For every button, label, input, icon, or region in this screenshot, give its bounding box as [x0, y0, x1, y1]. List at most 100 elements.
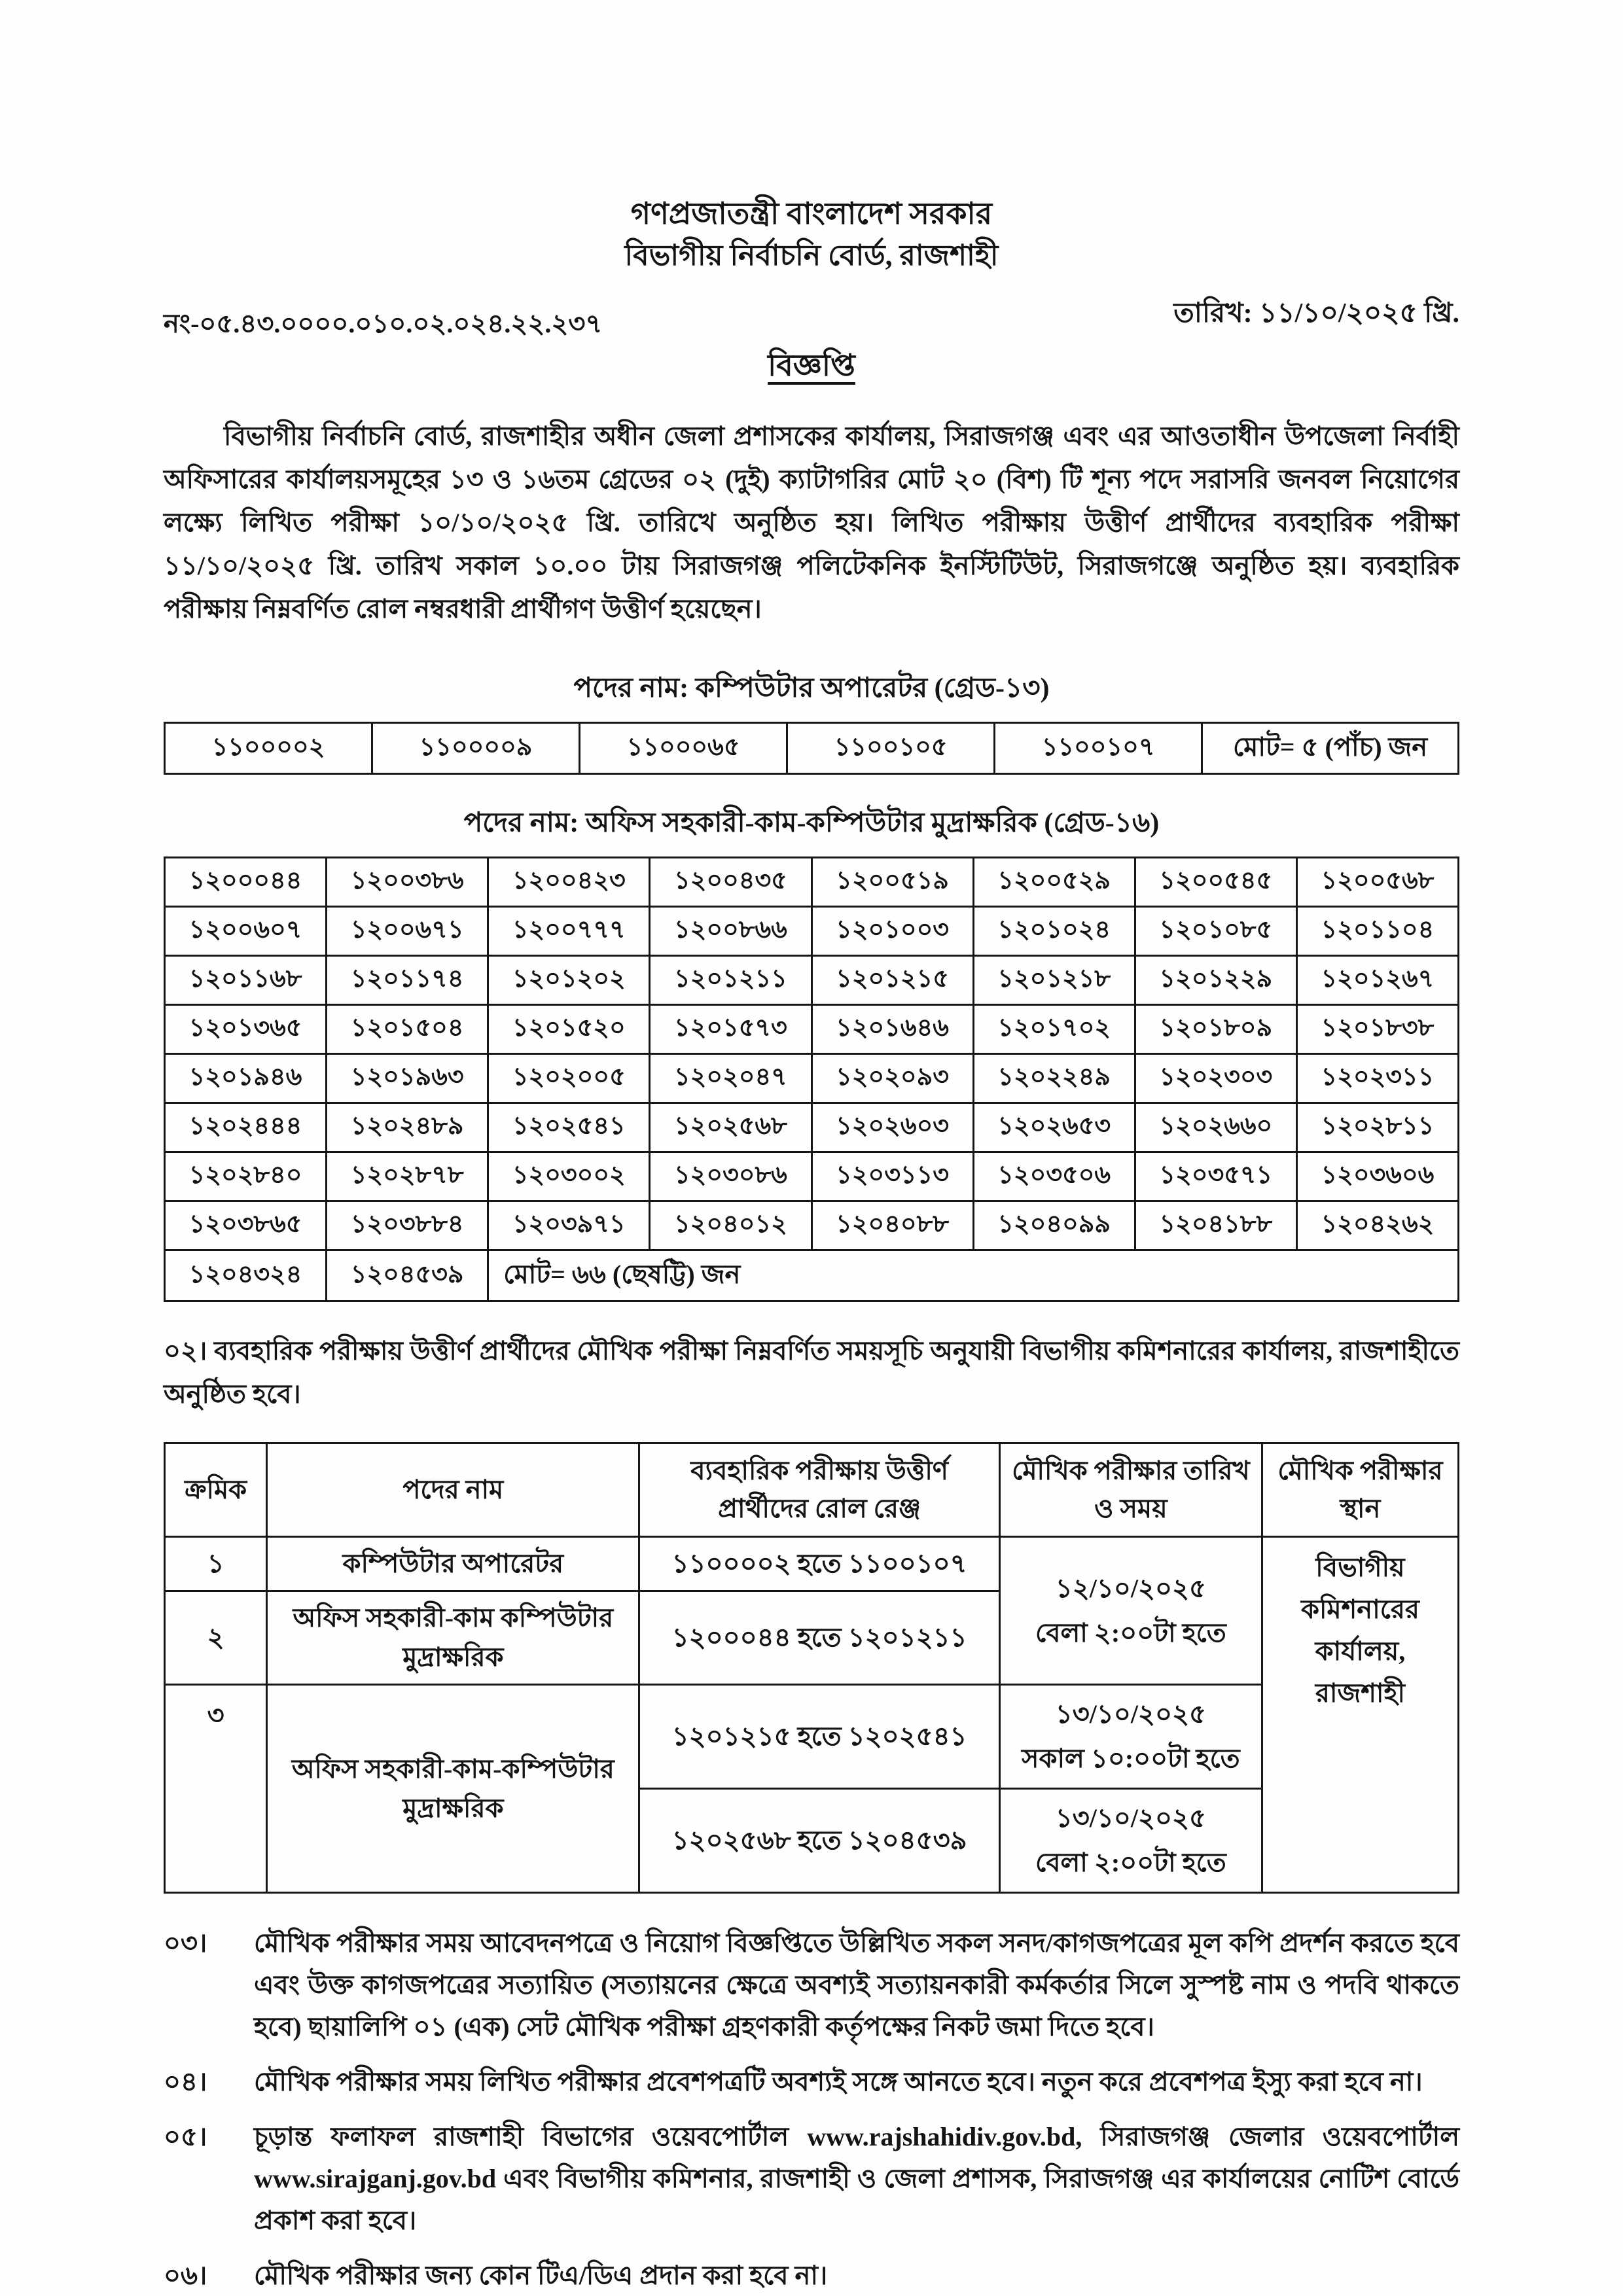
roll-cell: ১২০১২১৮	[972, 955, 1136, 1006]
grade16-table-title: পদের নাম: অফিস সহকারী-কাম-কম্পিউটার মুদ্…	[463, 808, 1160, 839]
roll-cell: ১২০১০২৪	[972, 906, 1136, 957]
roll-cell: ১২০২৬৫৩	[972, 1102, 1136, 1154]
post-name-cell: অফিস সহকারী-কাম-কম্পিউটার মুদ্রাক্ষরিক	[266, 1684, 641, 1894]
roll-cell: ১২০১৫০৪	[325, 1004, 490, 1055]
viva-date: ১৩/১০/২০২৫	[1055, 1803, 1206, 1833]
roll-cell: ১২০০৫৪৫	[1133, 857, 1298, 908]
roll-cell: ১১০০০০২	[163, 722, 374, 775]
roll-cell: ১২০১১০৪	[1295, 906, 1460, 957]
paragraph-02: ০২। ব্যবহারিক পরীক্ষায় উত্তীর্ণ প্রার্থ…	[164, 1336, 1459, 1409]
roll-cell: ১২০৩৮৬৫	[163, 1200, 328, 1252]
viva-time: সকাল ১০:০০টা হতে	[1022, 1744, 1240, 1774]
item-text: চূড়ান্ত ফলাফল রাজশাহী বিভাগের ওয়েবপোর্…	[254, 2122, 1459, 2236]
roll-cell: ১২০১০৮৫	[1133, 906, 1298, 957]
roll-cell: ১২০১২১৫	[810, 955, 974, 1006]
column-header-datetime: মৌখিক পরীক্ষার তারিখ ও সময়	[998, 1442, 1263, 1538]
roll-cell: ১২০১৮০৯	[1133, 1004, 1298, 1055]
roll-cell: ১২০৩০০২	[487, 1151, 651, 1203]
roll-range-cell: ১২০১২১৫ হতে ১২০২৫৪১	[638, 1684, 1001, 1790]
viva-time: বেলা ২:০০টা হতে	[1035, 1848, 1226, 1878]
roll-cell: ১২০৪০৮৮	[810, 1200, 974, 1252]
roll-cell: ১২০২৬৬০	[1133, 1102, 1298, 1154]
roll-cell: ১২০০৪২৩	[487, 857, 651, 908]
item-number: ০৬।	[164, 2261, 207, 2291]
table-row: ১২০২৪৪৪ ১২০২৪৮৯ ১২০২৫৪১ ১২০২৫৬৮ ১২০২৬০৩ ১২০২৬…	[163, 1102, 1460, 1154]
roll-cell: ১২০১১৭৪	[325, 955, 490, 1006]
roll-cell: ১২০১৩৬৫	[163, 1004, 328, 1055]
roll-cell: ১২০১২১১	[649, 955, 813, 1006]
roll-cell: ১২০০৭৭৭	[487, 906, 651, 957]
roll-cell: ১২০২৪৪৪	[163, 1102, 328, 1154]
item-text: মৌখিক পরীক্ষার সময় লিখিত পরীক্ষার প্রবে…	[254, 2067, 1423, 2097]
table-row: ৩ অফিস সহকারী-কাম-কম্পিউটার মুদ্রাক্ষরিক…	[163, 1684, 1459, 1894]
roll-cell: ১২০১৭০২	[972, 1004, 1136, 1055]
table-row: ১২০০৬০৭ ১২০০৬৭১ ১২০০৭৭৭ ১২০০৮৬৬ ১২০১০০৩ ১২০১০…	[163, 906, 1460, 957]
table-row: ২ অফিস সহকারী-কাম কম্পিউটার মুদ্রাক্ষরিক…	[163, 1590, 1459, 1686]
list-item: ০৪। মৌখিক পরীক্ষার সময় লিখিত পরীক্ষার প…	[164, 2061, 1459, 2103]
table-header-row: ক্রমিক পদের নাম ব্যবহারিক পরীক্ষায় উত্ত…	[163, 1442, 1460, 1538]
list-item: ০৬। মৌখিক পরীক্ষার জন্য কোন টিএ/ডিএ প্রদ…	[164, 2255, 1459, 2296]
viva-time: বেলা ২:০০টা হতে	[1035, 1617, 1226, 1648]
total-count-cell: মোট= ৬৬ (ছেষট্টি) জন	[487, 1249, 1459, 1303]
roll-cell: ১২০২০৪৭	[649, 1053, 813, 1104]
roll-cell: ১২০৩৫০৬	[972, 1151, 1136, 1203]
roll-cell: ১২০০৬০৭	[163, 906, 328, 957]
roll-range-cell: ১১০০০০২ হতে ১১০০১০৭	[638, 1536, 1001, 1593]
roll-cell: ১২০২৮৭৮	[325, 1151, 490, 1203]
item-number: ০৫।	[164, 2122, 207, 2152]
roll-cell: ১২০৪০৯৯	[972, 1200, 1136, 1252]
roll-cell: ১২০২০৯৩	[810, 1053, 974, 1104]
roll-cell: ১২০৩৫৭১	[1133, 1151, 1298, 1203]
item-number: ০৪।	[164, 2067, 207, 2097]
roll-cell: ১২০৪৫৩৯	[325, 1249, 490, 1303]
grade16-result-table: ১২০০০৪৪ ১২০০৩৮৬ ১২০০৪২৩ ১২০০৪৩৫ ১২০০৫১৯ ১২০০৫…	[163, 857, 1460, 1303]
total-count-cell: মোট= ৫ (পাঁচ) জন	[1201, 722, 1459, 775]
roll-cell: ১২০০৫১৯	[810, 857, 974, 908]
list-item: ০৫। চূড়ান্ত ফলাফল রাজশাহী বিভাগের ওয়েব…	[164, 2116, 1459, 2242]
roll-cell: ১২০৩০৮৬	[649, 1151, 813, 1203]
roll-cell: ১২০১৫৭৩	[649, 1004, 813, 1055]
roll-cell: ১২০২৩১১	[1295, 1053, 1460, 1104]
roll-cell: ১১০০০৬৫	[579, 722, 789, 775]
roll-cell: ১২০০০৪৪	[163, 857, 328, 908]
roll-cell: ১২০২৩০৩	[1133, 1053, 1298, 1104]
grade16-table-body: ১২০০০৪৪ ১২০০৩৮৬ ১২০০৪২৩ ১২০০৪৩৫ ১২০০৫১৯ ১২০০৫…	[163, 857, 1460, 1303]
roll-cell: ১২০২৫৬৮	[649, 1102, 813, 1154]
roll-cell: ১২০০৩৮৬	[325, 857, 490, 908]
list-item: ০৩। মৌখিক পরীক্ষার সময় আবেদনপত্রে ও নিয…	[164, 1922, 1459, 2048]
roll-cell: ১২০৪৩২৪	[163, 1249, 328, 1303]
table-row: ১২০১৩৬৫ ১২০১৫০৪ ১২০১৫২০ ১২০১৫৭৩ ১২০১৬৪৬ ১২০১৭…	[163, 1004, 1460, 1055]
viva-datetime-cell: ১৩/১০/২০২৫ বেলা ২:০০টা হতে	[998, 1788, 1263, 1894]
roll-cell: ১২০২৬০৩	[810, 1102, 974, 1154]
table-row: ১২০১১৬৮ ১২০১১৭৪ ১২০১২০২ ১২০১২১১ ১২০১২১৫ ১২০১২…	[163, 955, 1460, 1006]
roll-cell: ১২০২০০৫	[487, 1053, 651, 1104]
post-name-cell: কম্পিউটার অপারেটর	[266, 1536, 641, 1593]
grade13-table-title: পদের নাম: কম্পিউটার অপারেটর (গ্রেড-১৩)	[573, 673, 1050, 704]
roll-cell: ১১০০১০৫	[786, 722, 996, 775]
viva-venue-cell: বিভাগীয় কমিশনারের কার্যালয়, রাজশাহী	[1260, 1536, 1460, 1894]
post-name-cell: অফিস সহকারী-কাম কম্পিউটার মুদ্রাক্ষরিক	[266, 1590, 641, 1686]
column-header-roll-range: ব্যবহারিক পরীক্ষায় উত্তীর্ণ প্রার্থীদের…	[638, 1442, 1001, 1538]
roll-cell: ১২০২৮১১	[1295, 1102, 1460, 1154]
table-row: ১২০১৯৪৬ ১২০১৯৬৩ ১২০২০০৫ ১২০২০৪৭ ১২০২০৯৩ ১২০২২…	[163, 1053, 1460, 1104]
item-text: মৌখিক পরীক্ষার সময় আবেদনপত্রে ও নিয়োগ …	[254, 1928, 1459, 2042]
roll-cell: ১২০০৬৭১	[325, 906, 490, 957]
instruction-list: ০৩। মৌখিক পরীক্ষার সময় আবেদনপত্রে ও নিয…	[164, 1922, 1459, 2296]
board-title: বিভাগীয় নির্বাচনি বোর্ড, রাজশাহী	[624, 239, 999, 272]
roll-cell: ১২০৪২৬২	[1295, 1200, 1460, 1252]
roll-cell: ১১০০০০৯	[371, 722, 581, 775]
table-row: ১২০২৮৪০ ১২০২৮৭৮ ১২০৩০০২ ১২০৩০৮৬ ১২০৩১১৩ ১২০৩৫…	[163, 1151, 1460, 1203]
viva-date: ১৩/১০/২০২৫	[1055, 1699, 1206, 1729]
document-date: তারিখ: ১১/১০/২০২৫ খ্রি.	[1173, 298, 1459, 329]
viva-schedule-table: ক্রমিক পদের নাম ব্যবহারিক পরীক্ষায় উত্ত…	[163, 1442, 1460, 1894]
memo-number: নং-০৫.৪৩.০০০০.০১০.০২.০২৪.২২.২৩৭	[164, 309, 603, 339]
serial-cell: ২	[163, 1590, 268, 1686]
viva-datetime-cell: ১৩/১০/২০২৫ সকাল ১০:০০টা হতে	[998, 1684, 1263, 1790]
roll-cell: ১২০৪০১২	[649, 1200, 813, 1252]
viva-date: ১২/১০/২০২৫	[1055, 1573, 1206, 1603]
roll-cell: ১২০২৫৪১	[487, 1102, 651, 1154]
roll-cell: ১২০১৯৪৬	[163, 1053, 328, 1104]
roll-cell: ১২০১৯৬৩	[325, 1053, 490, 1104]
roll-cell: ১২০৩১১৩	[810, 1151, 974, 1203]
